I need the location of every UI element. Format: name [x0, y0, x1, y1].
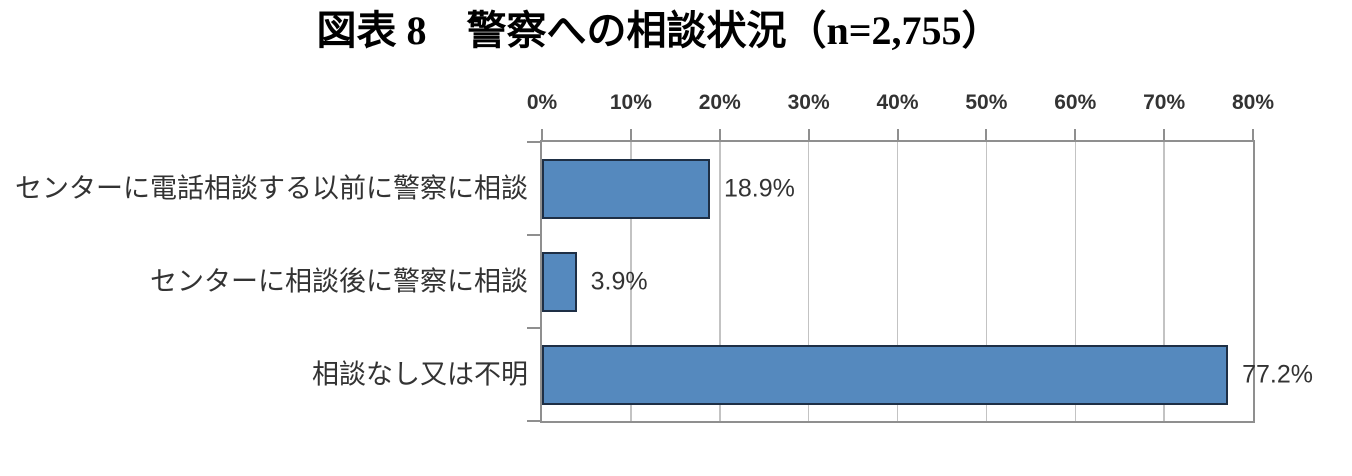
- bar: [542, 251, 577, 312]
- x-tick-label: 50%: [965, 91, 1008, 114]
- category-label: 相談なし又は不明: [312, 359, 528, 389]
- gridline: [985, 142, 988, 421]
- x-tick-label: 60%: [1054, 91, 1097, 114]
- y-axis-tick: [527, 234, 540, 236]
- x-axis-tick: [1163, 129, 1166, 140]
- x-axis-tick: [985, 129, 988, 140]
- category-label: センターに電話相談する以前に警察に相談: [15, 173, 528, 203]
- x-axis-tick: [807, 129, 810, 140]
- chart-title: 図表 8 警察への相談状況（n=2,755）: [316, 8, 1002, 53]
- x-axis-tick: [629, 129, 632, 140]
- x-axis-tick: [1252, 129, 1254, 140]
- x-tick-label: 70%: [1143, 91, 1186, 114]
- y-axis-tick: [527, 327, 540, 329]
- y-axis-tick: [527, 420, 540, 422]
- gridline: [896, 142, 899, 421]
- value-label: 3.9%: [590, 267, 648, 295]
- x-tick-label: 10%: [609, 91, 652, 114]
- x-tick-label: 40%: [876, 91, 919, 114]
- bar: [542, 158, 710, 219]
- x-tick-label: 0%: [526, 91, 558, 114]
- value-label: 77.2%: [1242, 360, 1313, 388]
- gridline: [807, 142, 810, 421]
- value-label: 18.9%: [723, 174, 795, 202]
- x-tick-label: 80%: [1231, 91, 1275, 114]
- category-label: センターに相談後に警察に相談: [150, 266, 528, 296]
- gridline: [719, 142, 721, 421]
- y-axis-tick: [527, 141, 540, 143]
- x-axis-tick: [541, 129, 543, 140]
- x-axis-tick: [1074, 129, 1077, 140]
- x-tick-label: 20%: [698, 91, 741, 114]
- x-axis-tick: [896, 129, 899, 140]
- gridline: [1074, 142, 1076, 421]
- plot-area: [540, 140, 1255, 423]
- x-tick-label: 30%: [787, 91, 830, 114]
- x-axis-tick: [718, 129, 721, 140]
- gridline: [1163, 142, 1165, 421]
- gridline: [630, 142, 632, 421]
- bar: [542, 344, 1229, 405]
